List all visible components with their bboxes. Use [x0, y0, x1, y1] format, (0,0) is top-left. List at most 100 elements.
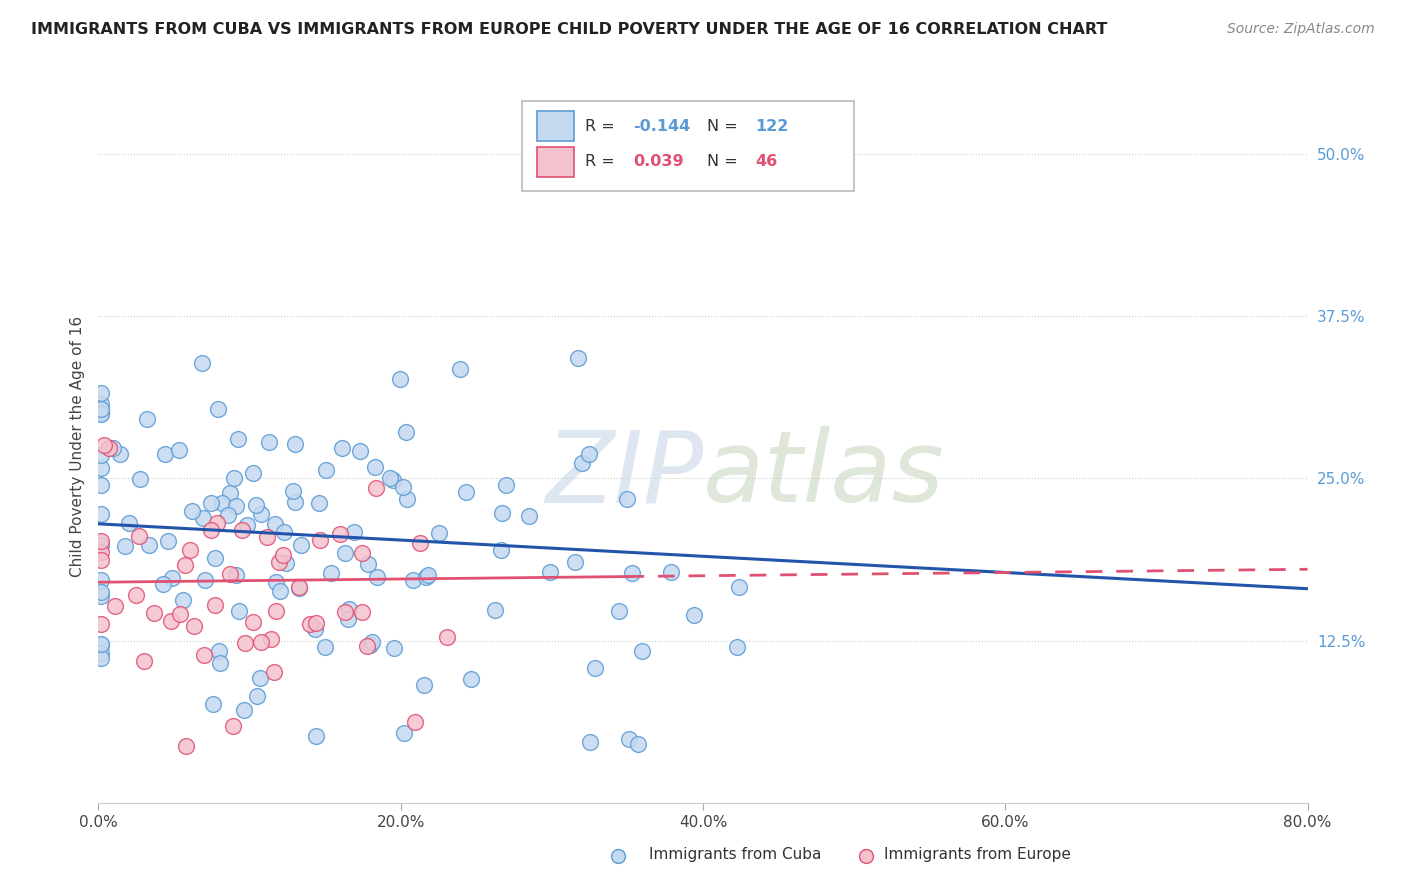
Point	[225, 568, 247, 582]
Point	[205, 516, 228, 530]
Point	[204, 599, 226, 613]
Text: -0.144: -0.144	[633, 119, 690, 134]
Point	[90, 637, 112, 651]
Point	[232, 703, 254, 717]
Point	[309, 533, 332, 548]
Point	[103, 441, 125, 455]
Text: 0.039: 0.039	[633, 154, 683, 169]
Point	[90, 617, 112, 632]
Point	[484, 603, 506, 617]
Point	[90, 407, 112, 421]
Point	[90, 538, 112, 552]
Point	[224, 471, 246, 485]
Point	[380, 471, 402, 485]
Point	[273, 525, 295, 540]
Point	[138, 538, 160, 552]
Point	[273, 548, 295, 562]
Point	[200, 523, 222, 537]
Point	[264, 517, 287, 532]
Text: IMMIGRANTS FROM CUBA VS IMMIGRANTS FROM EUROPE CHILD POVERTY UNDER THE AGE OF 16: IMMIGRANTS FROM CUBA VS IMMIGRANTS FROM …	[31, 22, 1108, 37]
Point	[495, 477, 517, 491]
Point	[90, 478, 112, 492]
Point	[132, 654, 155, 668]
Point	[349, 444, 371, 458]
Point	[90, 638, 112, 652]
Point	[356, 639, 378, 653]
Point	[333, 546, 356, 560]
FancyBboxPatch shape	[537, 147, 574, 177]
Point	[90, 589, 112, 603]
Point	[460, 672, 482, 686]
Point	[250, 507, 273, 521]
Text: Immigrants from Europe: Immigrants from Europe	[884, 847, 1071, 862]
Point	[330, 442, 353, 456]
Text: N =: N =	[707, 119, 742, 134]
Point	[160, 614, 183, 628]
Point	[142, 606, 165, 620]
Point	[288, 581, 311, 595]
Point	[274, 556, 297, 570]
Point	[389, 372, 412, 386]
Point	[357, 557, 380, 571]
FancyBboxPatch shape	[522, 102, 855, 191]
Point	[90, 573, 112, 587]
Point	[538, 565, 561, 579]
Text: R =: R =	[585, 154, 620, 169]
Point	[202, 697, 225, 711]
Point	[404, 715, 426, 730]
Point	[284, 495, 307, 509]
Point	[180, 504, 202, 518]
Point	[336, 612, 359, 626]
Point	[288, 580, 311, 594]
Point	[567, 351, 589, 366]
Point	[97, 441, 120, 455]
Point	[200, 496, 222, 510]
Point	[256, 530, 278, 544]
Point	[125, 588, 148, 602]
Point	[219, 485, 242, 500]
Point	[267, 555, 290, 569]
Point	[585, 661, 607, 675]
Point	[104, 599, 127, 614]
Point	[193, 510, 215, 524]
Point	[90, 650, 112, 665]
Point	[136, 412, 159, 426]
Point	[169, 607, 191, 621]
Point	[436, 630, 458, 644]
Point	[408, 536, 430, 550]
Text: ZIP: ZIP	[544, 426, 703, 523]
Point	[236, 517, 259, 532]
Point	[250, 635, 273, 649]
Point	[631, 644, 654, 658]
Point	[337, 602, 360, 616]
Point	[617, 732, 640, 747]
Point	[305, 616, 328, 631]
Point	[228, 432, 250, 446]
Point	[90, 533, 112, 548]
Point	[194, 574, 217, 588]
Point	[90, 397, 112, 411]
Point	[308, 495, 330, 509]
Point	[290, 538, 312, 552]
Point	[415, 570, 437, 584]
Point	[263, 665, 285, 679]
Point	[391, 480, 413, 494]
Point	[489, 543, 512, 558]
Point	[607, 604, 630, 618]
Point	[571, 456, 593, 470]
Point	[153, 448, 176, 462]
Point	[314, 640, 336, 654]
Point	[319, 566, 342, 580]
Point	[621, 566, 644, 581]
Point	[90, 553, 112, 567]
Point	[335, 605, 357, 619]
Point	[382, 473, 405, 487]
Text: Source: ZipAtlas.com: Source: ZipAtlas.com	[1227, 22, 1375, 37]
Text: 46: 46	[755, 154, 778, 169]
Point	[246, 690, 269, 704]
Point	[366, 570, 388, 584]
Point	[269, 584, 291, 599]
Point	[402, 573, 425, 587]
Text: 122: 122	[755, 119, 789, 134]
Point	[427, 525, 450, 540]
